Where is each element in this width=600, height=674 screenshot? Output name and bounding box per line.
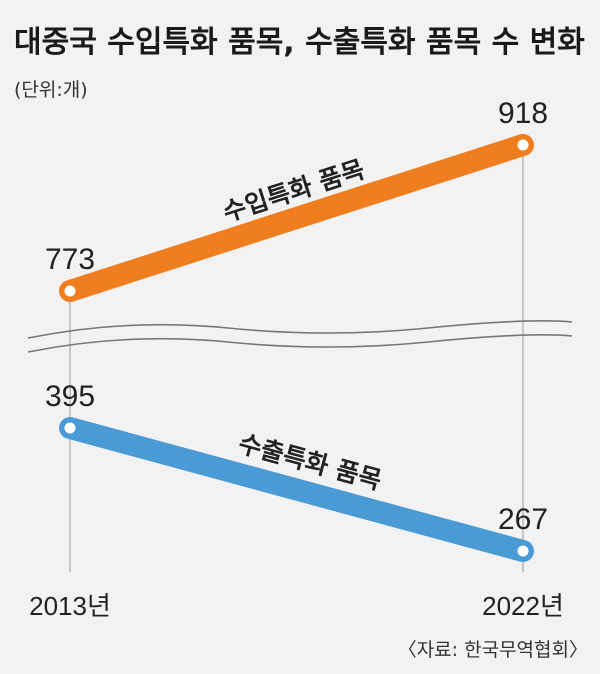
source-note: 〈자료: 한국무역협회〉: [398, 639, 588, 661]
data-label-export-1: 267: [498, 503, 548, 536]
unit-label: (단위:개): [14, 79, 88, 101]
axis-break-bottom: [27, 334, 573, 353]
series-line-export: [59, 417, 534, 562]
data-point-import-0: [64, 285, 76, 297]
x-tick-2022: 2022년: [482, 591, 564, 621]
axis-break-top: [27, 320, 573, 339]
x-tick-2013: 2013년: [29, 591, 111, 621]
data-point-export-1: [517, 545, 529, 557]
data-label-import-1: 918: [498, 97, 548, 130]
axis-break: [27, 320, 573, 353]
data-point-import-1: [517, 139, 529, 151]
series-line-import: [59, 134, 534, 302]
chart-title: 대중국 수입특화 품목, 수출특화 품목 수 변화: [14, 25, 585, 60]
data-point-export-0: [64, 422, 76, 434]
data-label-export-0: 395: [45, 380, 95, 413]
data-label-import-0: 773: [45, 243, 95, 276]
